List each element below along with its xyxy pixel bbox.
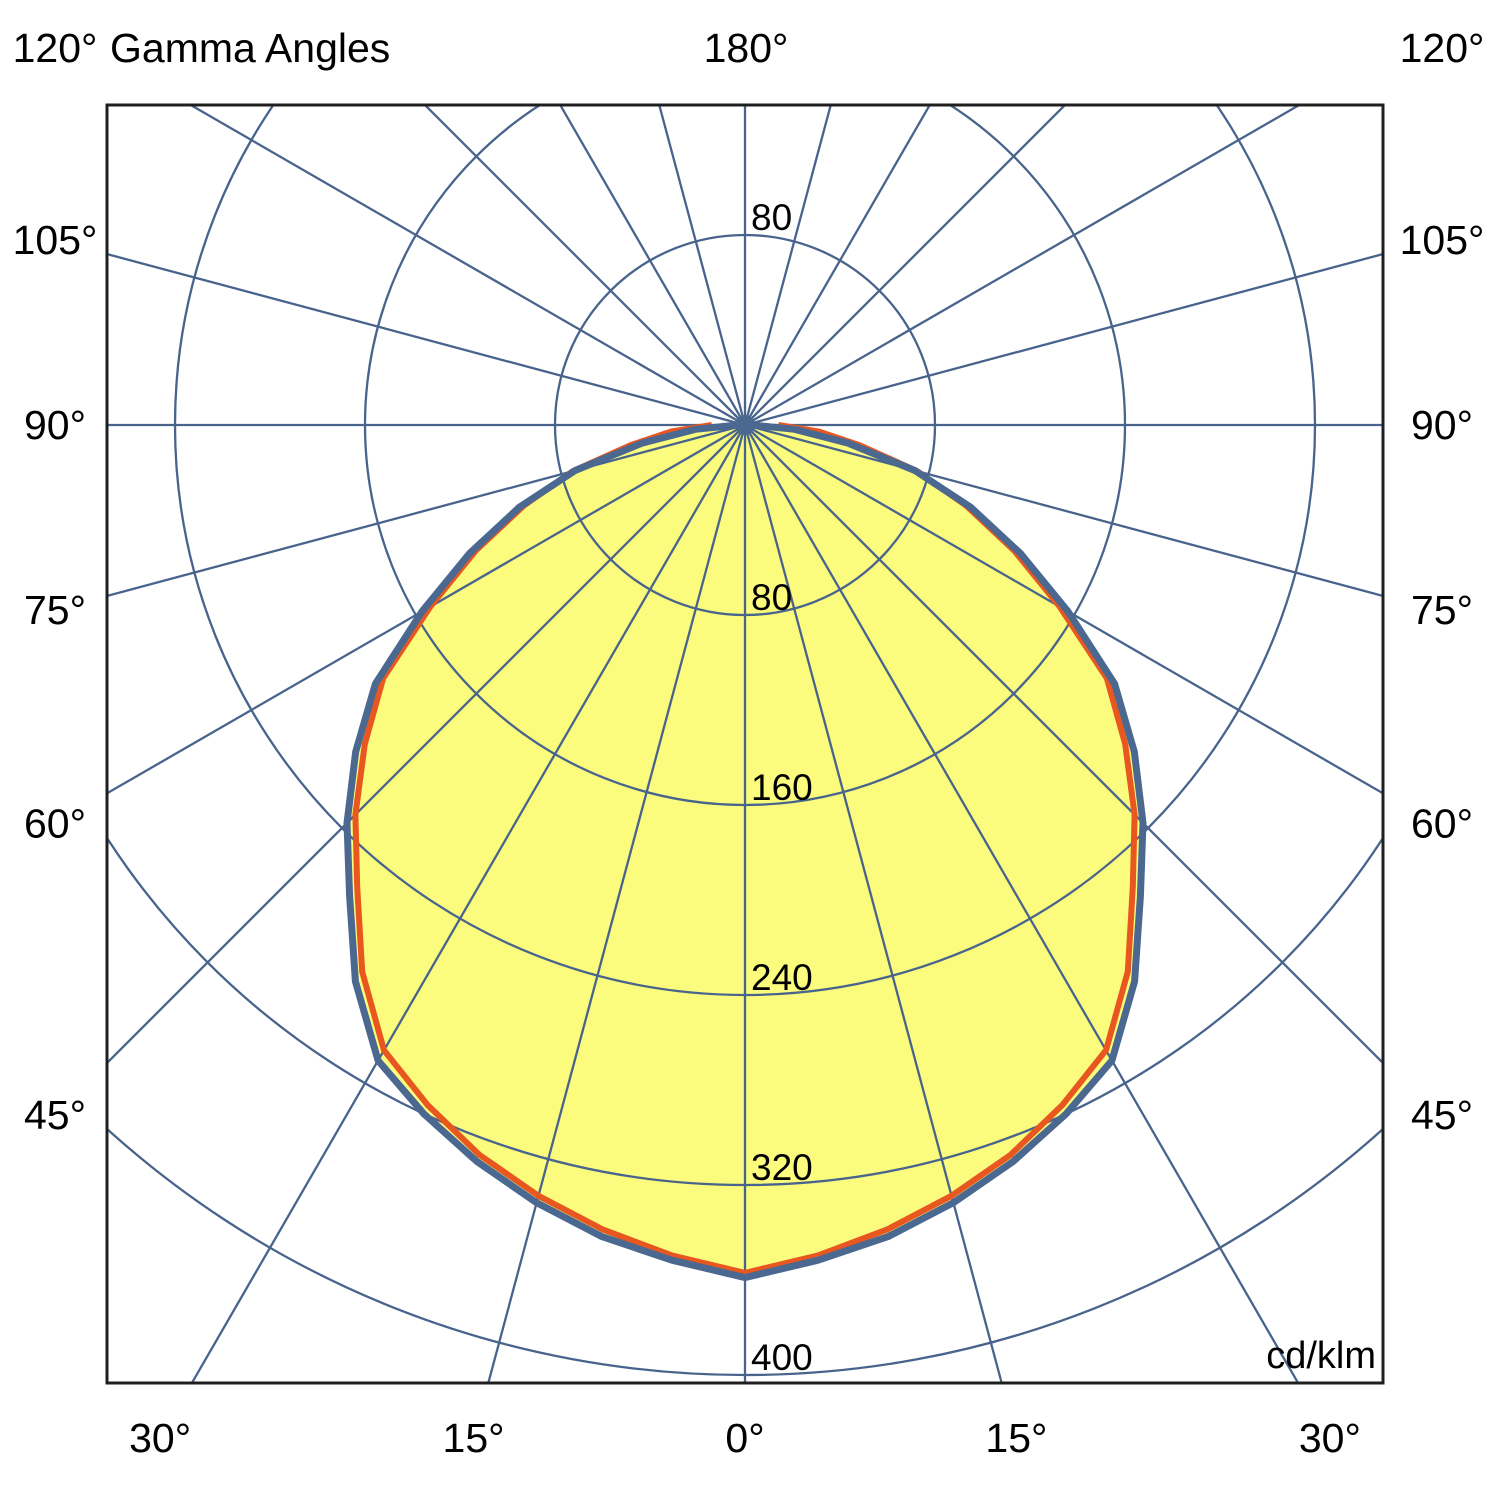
angle-label-bottom-2: 0° bbox=[725, 1415, 764, 1461]
ring-label-320: 320 bbox=[751, 1147, 813, 1188]
grid-ray-195 bbox=[658, 105, 747, 426]
angle-label-bottom-4: 30° bbox=[1299, 1415, 1361, 1461]
angle-label-bottom-1: 15° bbox=[443, 1415, 505, 1461]
grid-ray-210 bbox=[558, 105, 746, 426]
grid-ray-105 bbox=[744, 252, 1383, 427]
grid-ray-15 bbox=[743, 424, 1003, 1383]
grid-ray-75 bbox=[744, 423, 1383, 598]
angle-label-left-60: 60° bbox=[24, 800, 86, 846]
angle-label-top-180: 180° bbox=[704, 25, 789, 71]
grid-ray-285 bbox=[107, 423, 746, 598]
grid-ray-240 bbox=[188, 105, 746, 426]
grid-ray-255 bbox=[107, 252, 746, 427]
angle-label-left-75: 75° bbox=[24, 587, 86, 633]
angle-label-right-45: 45° bbox=[1411, 1092, 1473, 1138]
angle-label-left-45: 45° bbox=[24, 1092, 86, 1138]
grid-ray-135 bbox=[744, 105, 1067, 426]
grid-ray-60 bbox=[744, 424, 1383, 795]
angle-label-right-120: 120° bbox=[1400, 25, 1485, 71]
angle-label-right-105: 105° bbox=[1400, 217, 1485, 263]
labels-layer: Gamma Angles 180° cd/klm 120° 120° 105° 105… bbox=[13, 25, 1485, 1461]
grid-ray-330 bbox=[190, 424, 746, 1383]
ring-label-80: 80 bbox=[751, 577, 792, 618]
grid-ray-315 bbox=[107, 424, 746, 1065]
angle-label-left-120: 120° bbox=[13, 25, 98, 71]
curves-layer bbox=[343, 415, 1147, 1282]
angle-label-right-75: 75° bbox=[1411, 587, 1473, 633]
grid-ray-225 bbox=[423, 105, 746, 426]
grid-ray-45 bbox=[744, 424, 1383, 1065]
ring-label-160: 160 bbox=[751, 767, 813, 808]
curve-c0-c180 bbox=[343, 421, 1147, 1282]
angle-label-bottom-0: 30° bbox=[129, 1415, 191, 1461]
ring-label-top-80: 80 bbox=[751, 197, 792, 238]
ring-label-240: 240 bbox=[751, 957, 813, 998]
angle-label-left-90: 90° bbox=[24, 402, 86, 448]
chart-title: Gamma Angles bbox=[110, 25, 390, 71]
frame-layer bbox=[105, 103, 1385, 1385]
polar-origin-dot bbox=[735, 415, 755, 435]
grid-ray-300 bbox=[107, 424, 746, 795]
grid-ray-165 bbox=[743, 105, 832, 426]
angle-label-right-90: 90° bbox=[1411, 402, 1473, 448]
ring-label-400: 400 bbox=[751, 1337, 813, 1378]
grid-ray-30 bbox=[744, 424, 1300, 1383]
angle-label-right-60: 60° bbox=[1411, 800, 1473, 846]
angle-label-bottom-3: 15° bbox=[985, 1415, 1047, 1461]
angle-label-left-105: 105° bbox=[13, 217, 98, 263]
grid-ray-120 bbox=[744, 105, 1302, 426]
unit-label: cd/klm bbox=[1266, 1335, 1376, 1377]
grid-ray-345 bbox=[487, 424, 747, 1383]
grid-ray-150 bbox=[744, 105, 932, 426]
plot-border bbox=[105, 103, 1385, 1385]
